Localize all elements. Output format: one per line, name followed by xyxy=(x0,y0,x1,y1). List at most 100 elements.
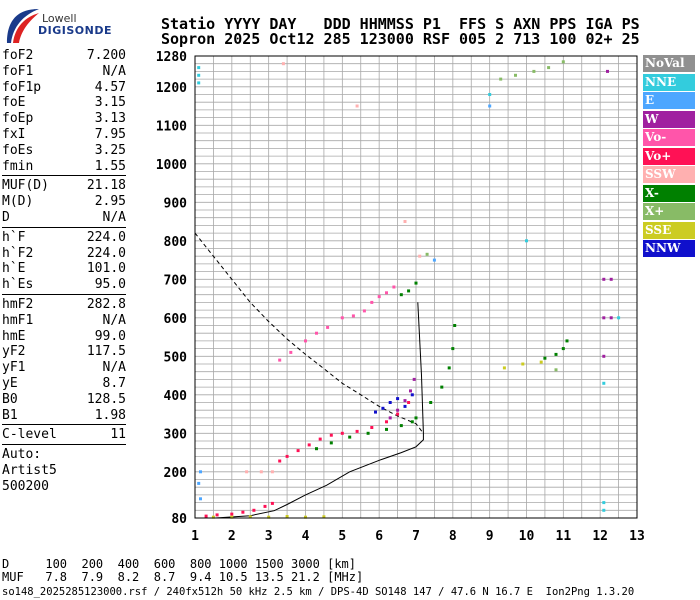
footer-distance-row: D 100 200 400 600 800 1000 1500 3000 [km… xyxy=(2,557,357,571)
echo-point-vo- xyxy=(215,513,219,517)
echo-traces xyxy=(197,60,621,519)
legend-item-vo-: Vo+ xyxy=(643,147,695,165)
mufd-curve xyxy=(194,232,424,434)
param-separator xyxy=(2,293,126,295)
param-value: 101.0 xyxy=(86,261,126,277)
echo-point-vo- xyxy=(362,309,366,313)
param-label: foE xyxy=(2,95,26,111)
legend-item-x-: X- xyxy=(643,184,695,202)
x-tick-label: 10 xyxy=(519,529,535,544)
echo-point-ssw xyxy=(281,62,285,66)
grid-lines xyxy=(194,55,638,519)
legend-item-sse: SSE xyxy=(643,221,695,239)
echo-point-x- xyxy=(543,356,547,360)
param-value: N/A xyxy=(102,312,126,328)
param-row: h`E 101.0 xyxy=(2,261,126,277)
param-label: MUF(D) xyxy=(2,178,49,194)
param-value: 1.98 xyxy=(94,407,126,423)
param-row: h`F 224.0 xyxy=(2,230,126,246)
echo-point-vo- xyxy=(370,300,374,304)
y-tick-label: 80 xyxy=(171,512,187,527)
echo-point-x- xyxy=(532,69,536,73)
echo-point-x- xyxy=(561,60,565,64)
logo-digisonde: DIGISONDE xyxy=(38,24,112,37)
echo-point-x- xyxy=(407,289,411,293)
x-tick-label: 8 xyxy=(449,529,457,544)
param-value: 3.15 xyxy=(94,95,126,111)
y-tick-label: 1280 xyxy=(156,50,187,65)
echo-point-vo- xyxy=(252,508,256,512)
echo-point-x- xyxy=(453,324,457,327)
echo-point-vo- xyxy=(270,501,274,505)
echo-point-vo- xyxy=(351,314,355,318)
param-label: C-level xyxy=(2,427,57,443)
param-label: h`F xyxy=(2,229,26,245)
echo-point-x- xyxy=(366,431,370,435)
param-row: foF1p 4.57 xyxy=(2,80,126,96)
x-tick-label: 5 xyxy=(338,529,346,544)
echo-point-vo- xyxy=(263,504,267,508)
legend-item-noval: NoVal xyxy=(643,55,695,72)
echo-point-e xyxy=(197,481,201,485)
echo-point-sse xyxy=(285,515,289,518)
param-row: hmF2 282.8 xyxy=(2,297,126,313)
param-label: foF1 xyxy=(2,63,34,79)
param-label: foF2 xyxy=(2,48,34,63)
echo-point-w xyxy=(396,408,400,412)
echo-point-x- xyxy=(329,441,333,445)
echo-point-vo- xyxy=(326,325,330,329)
x-axis-ticks: 1 2 3 4 5 6 7 8 9 10 11 12 13 xyxy=(191,529,645,544)
param-value: 128.5 xyxy=(86,391,126,407)
echo-point-x- xyxy=(410,420,414,424)
echo-point-ssw xyxy=(259,470,263,474)
param-value: N/A xyxy=(102,63,126,79)
param-value: 1.55 xyxy=(94,158,126,174)
param-row: foEp 3.13 xyxy=(2,111,126,127)
x-tick-label: 3 xyxy=(265,529,273,544)
param-label: foEs xyxy=(2,142,34,158)
param-label: yF2 xyxy=(2,344,26,360)
plot-frame xyxy=(194,55,638,519)
param-row: h`Es 95.0 xyxy=(2,277,126,293)
param-row: foF2 7.200 xyxy=(2,48,126,64)
echo-point-e xyxy=(432,258,436,262)
echo-point-nne xyxy=(602,508,606,512)
echo-point-ssw xyxy=(403,220,407,223)
param-label: fmin xyxy=(2,158,34,174)
header-line-2: Sopron 2025 Oct12 285 123000 RSF 005 2 7… xyxy=(161,30,640,48)
echo-point-vo- xyxy=(296,449,300,453)
echo-point-vo- xyxy=(396,412,400,416)
echo-point-x- xyxy=(499,77,503,81)
echo-point-w xyxy=(609,277,613,281)
echo-point-vo- xyxy=(204,514,208,518)
y-tick-label: 400 xyxy=(164,389,188,404)
echo-point-e xyxy=(199,497,202,501)
x-tick-label: 4 xyxy=(302,529,310,544)
legend-item-w: W xyxy=(643,110,695,128)
y-tick-label: 600 xyxy=(164,312,188,327)
param-label: hmE xyxy=(2,328,26,344)
echo-point-vo- xyxy=(278,358,282,362)
param-label: hmF1 xyxy=(2,312,34,328)
echo-point-x- xyxy=(547,66,551,70)
echo-point-x- xyxy=(451,347,455,351)
echo-point-vo- xyxy=(385,291,388,295)
echo-point-x- xyxy=(429,401,433,404)
legend-item-nnw: NNW xyxy=(643,240,695,258)
echo-point-nnw xyxy=(374,410,377,414)
param-label: yF1 xyxy=(2,360,26,376)
param-separator xyxy=(2,424,126,426)
echo-point-vo- xyxy=(392,285,396,289)
param-value: 3.13 xyxy=(94,111,126,127)
param-value: 2.95 xyxy=(94,194,126,210)
param-row: yF1 N/A xyxy=(2,360,126,376)
param-row: yF2 117.5 xyxy=(2,344,126,360)
echo-point-nne xyxy=(197,81,201,85)
echo-point-vo- xyxy=(278,459,282,463)
logo-lowell: Lowell xyxy=(42,12,77,25)
y-tick-label: 900 xyxy=(164,196,188,211)
param-label: fxI xyxy=(2,126,26,142)
param-value: 224.0 xyxy=(86,245,126,261)
param-value: N/A xyxy=(102,209,126,225)
param-label: M(D) xyxy=(2,194,34,210)
